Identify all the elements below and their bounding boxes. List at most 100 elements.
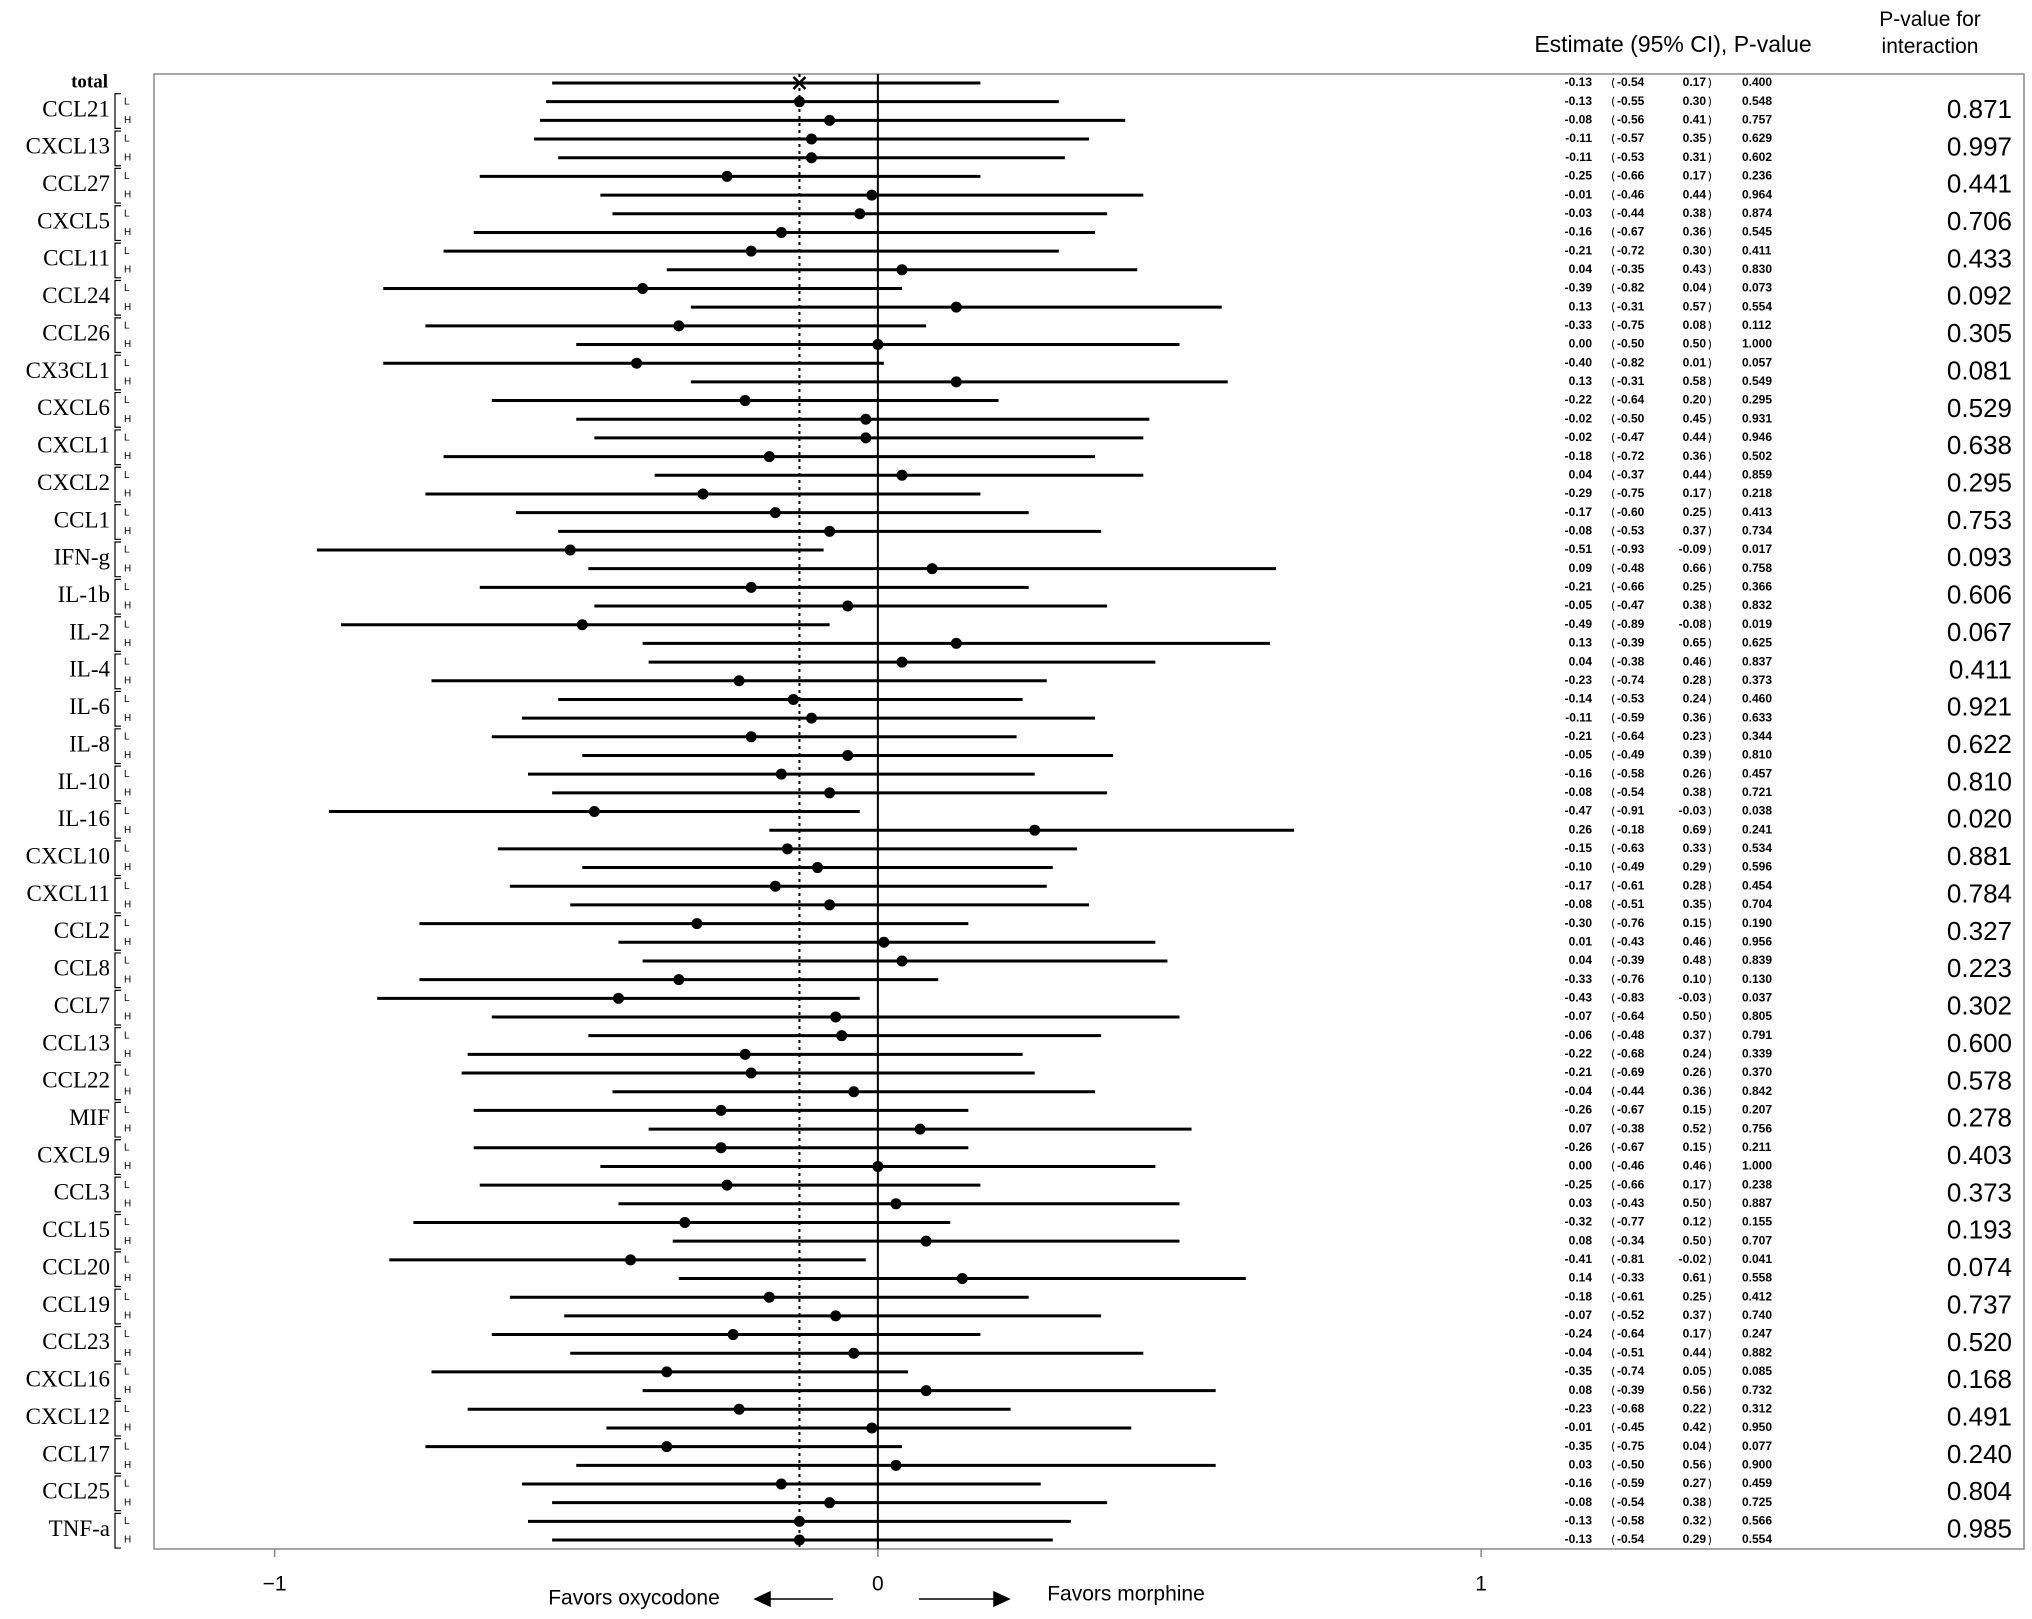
estimate-dot — [890, 1459, 902, 1471]
estimate-dot — [625, 1254, 637, 1266]
group-label: CCL22 — [42, 1068, 110, 1093]
parenthesis — [1612, 731, 1615, 743]
p-value: 0.295 — [1742, 393, 1772, 407]
level-label: H — [124, 563, 131, 574]
level-label: L — [124, 619, 130, 630]
parenthesis — [1612, 750, 1615, 761]
parenthesis — [1708, 77, 1711, 89]
estimate-value: -0.33 — [1565, 972, 1593, 986]
group-label: CXCL11 — [27, 881, 111, 906]
p-value: 0.112 — [1742, 318, 1772, 332]
estimate-dot — [920, 1235, 932, 1247]
parenthesis — [1612, 582, 1615, 593]
ci-upper: 0.10 — [1683, 972, 1707, 986]
parenthesis — [1612, 395, 1615, 406]
ci-upper: 0.05 — [1683, 1364, 1707, 1378]
p-value: 0.757 — [1742, 113, 1772, 127]
estimate-value: -0.18 — [1565, 1289, 1593, 1303]
level-label: L — [124, 358, 130, 369]
parenthesis — [1708, 413, 1711, 425]
interaction-p: 0.520 — [1947, 1327, 2012, 1357]
p-value: 0.839 — [1742, 953, 1772, 967]
estimate-value: -0.17 — [1565, 878, 1593, 892]
p-value: 0.832 — [1742, 598, 1772, 612]
ci-lower: -0.67 — [1617, 1103, 1645, 1117]
group-bracket — [114, 466, 121, 503]
group-label: CXCL2 — [37, 470, 110, 495]
estimate-value: 0.01 — [1569, 934, 1593, 948]
parenthesis — [1612, 955, 1615, 967]
estimate-dot — [661, 1366, 673, 1378]
parenthesis — [1708, 339, 1711, 350]
ci-lower: -0.72 — [1617, 449, 1645, 463]
p-value: 0.629 — [1742, 131, 1772, 145]
annotation-left: Favors oxycodone — [548, 1587, 720, 1610]
ci-lower: -0.47 — [1617, 430, 1645, 444]
estimate-value: 0.04 — [1569, 654, 1593, 668]
parenthesis — [1612, 1310, 1615, 1322]
estimate-value: 0.04 — [1569, 262, 1593, 276]
group-label: IL-1b — [58, 582, 110, 607]
ci-lower: -0.50 — [1617, 337, 1645, 351]
ci-lower: -0.51 — [1617, 897, 1645, 911]
group-label: CCL23 — [42, 1329, 110, 1354]
estimate-value: -0.11 — [1565, 150, 1592, 164]
estimate-dot — [588, 806, 600, 818]
ci-upper: 0.17 — [1683, 486, 1707, 500]
ci-upper: 0.32 — [1683, 1514, 1707, 1528]
p-value: 0.842 — [1742, 1084, 1772, 1098]
parenthesis — [1708, 320, 1711, 332]
estimate-dot — [950, 637, 962, 649]
ci-lower: -0.46 — [1617, 187, 1645, 201]
level-label: L — [124, 806, 130, 817]
ci-lower: -0.77 — [1617, 1215, 1645, 1229]
level-label: H — [124, 1086, 131, 1097]
estimate-value: -0.18 — [1565, 449, 1593, 463]
ci-lower: -0.37 — [1617, 467, 1645, 481]
estimate-dot — [745, 245, 757, 257]
estimate-dot — [775, 768, 787, 780]
ci-lower: -0.45 — [1617, 1420, 1645, 1434]
estimate-value: 0.13 — [1569, 374, 1593, 388]
parenthesis — [1612, 208, 1615, 220]
parenthesis — [1612, 638, 1615, 649]
level-label: L — [124, 1030, 130, 1041]
p-value: 0.077 — [1742, 1439, 1772, 1453]
header-interaction: P-value for interaction — [1879, 8, 1981, 58]
ci-upper: 0.30 — [1683, 94, 1707, 108]
estimate-dot — [733, 675, 745, 687]
p-value: 0.241 — [1742, 822, 1772, 836]
parenthesis — [1708, 1310, 1711, 1322]
estimate-dot — [860, 432, 872, 444]
ci-lower: -0.43 — [1617, 1196, 1645, 1210]
interaction-p: 0.606 — [1947, 580, 2012, 610]
parenthesis — [1708, 264, 1711, 276]
estimate-value: -0.08 — [1565, 523, 1593, 537]
estimate-dot — [896, 264, 908, 276]
ci-lower: -0.39 — [1617, 636, 1645, 650]
estimate-value: -0.30 — [1565, 916, 1593, 930]
interaction-p: 0.093 — [1947, 542, 2012, 572]
level-label: H — [124, 825, 131, 836]
ci-upper: 0.33 — [1683, 841, 1707, 855]
ci-lower: -0.64 — [1617, 1327, 1645, 1341]
ci-upper: 0.29 — [1683, 860, 1707, 874]
estimate-dot — [842, 749, 854, 761]
ci-upper: 0.27 — [1683, 1476, 1707, 1490]
p-value: 0.207 — [1742, 1103, 1772, 1117]
estimate-value: 0.07 — [1569, 1121, 1593, 1135]
ci-lower: -0.52 — [1617, 1308, 1645, 1322]
group-bracket — [114, 1139, 121, 1176]
ci-lower: -0.72 — [1617, 243, 1645, 257]
parenthesis — [1612, 899, 1615, 911]
parenthesis — [1612, 1291, 1615, 1303]
estimate-value: -0.39 — [1565, 281, 1593, 295]
p-value: 0.457 — [1742, 766, 1772, 780]
header-interaction-box: P-value for interaction — [1879, 8, 1981, 58]
ci-upper: 0.25 — [1683, 580, 1707, 594]
group-bracket — [114, 1101, 121, 1138]
level-label: H — [124, 1161, 131, 1172]
estimate-dot — [830, 1011, 842, 1023]
interaction-p: 0.810 — [1947, 766, 2012, 796]
ci-lower: -0.61 — [1617, 878, 1645, 892]
